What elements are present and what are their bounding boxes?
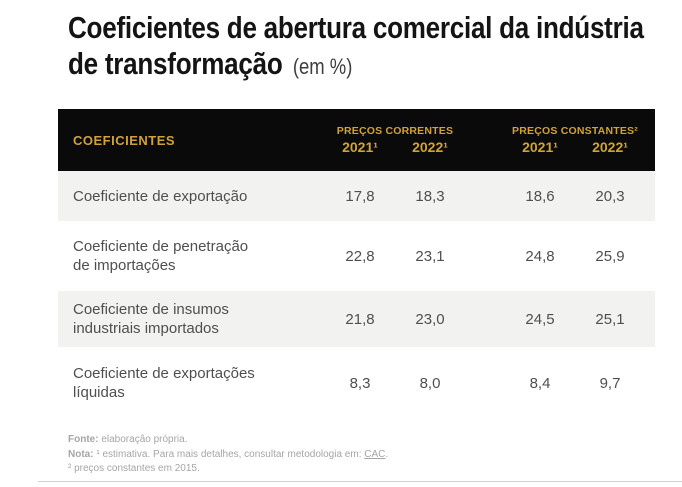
footnote-note: Nota: ¹ estimativa. Para mais detalhes, … [68,448,389,460]
cell-value: 25,1 [595,310,625,328]
cell-value: 25,9 [595,247,625,265]
row-label: Coeficiente de exportações líquidas [73,365,255,401]
bottom-divider [38,481,682,482]
header-group-precos-constantes: PREÇOS CONSTANTES² [512,125,638,137]
cell-value: 8,0 [419,374,441,392]
title-unit-suffix: (em %) [292,54,353,79]
row-label: Coeficiente de penetração de importações [73,238,249,274]
header-year-constantes-2022: 2022¹ [592,139,628,155]
cell-value: 17,8 [345,187,375,205]
table-row-exportacao: Coeficiente de exportação 17,8 18,3 18,6… [58,171,655,221]
row-label: Coeficiente de exportação [73,187,248,205]
cac-link[interactable]: CAC [364,448,386,460]
header-year-correntes-2022: 2022¹ [412,139,448,155]
table-row-penetracao-importacoes: Coeficiente de penetração de importações… [58,221,655,291]
cell-value: 9,7 [599,374,621,392]
cell-value: 8,3 [349,374,371,392]
cell-value: 8,4 [529,374,551,392]
header-year-constantes-2021: 2021¹ [522,139,558,155]
page-title: Coeficientes de abertura comercial da in… [68,10,656,85]
footnotes: Fonte: elaboração própria. Nota: ¹ estim… [58,419,655,477]
cell-value: 21,8 [345,310,375,328]
coefficients-table: COEFICIENTES PREÇOS CORRENTES PREÇOS CON… [58,109,655,477]
header-group-precos-correntes: PREÇOS CORRENTES [336,125,454,137]
row-label: Coeficiente de insumos industriais impor… [73,301,229,337]
footnote-source-label: Fonte: [68,434,99,445]
footnote-source: Fonte: elaboração própria. [68,434,188,445]
table-row-insumos-importados: Coeficiente de insumos industriais impor… [58,291,655,347]
cell-value: 23,0 [415,310,445,328]
header-year-correntes-2021: 2021¹ [342,139,378,155]
cell-value: 24,5 [525,310,555,328]
table-header: COEFICIENTES PREÇOS CORRENTES PREÇOS CON… [58,109,655,171]
header-coeficientes: COEFICIENTES [73,132,176,148]
footnote-note-2: ² preços constantes em 2015. [68,463,200,474]
cell-value: 23,1 [415,247,445,265]
cell-value: 18,6 [525,187,555,205]
footnote-note-label: Nota: [68,448,94,460]
table-row-exportacoes-liquidas: Coeficiente de exportações líquidas 8,3 … [58,347,655,419]
cell-value: 20,3 [595,187,625,205]
cell-value: 24,8 [525,247,555,265]
cell-value: 18,3 [415,187,445,205]
cell-value: 22,8 [345,247,375,265]
title-text: Coeficientes de abertura comercial da in… [68,10,644,81]
